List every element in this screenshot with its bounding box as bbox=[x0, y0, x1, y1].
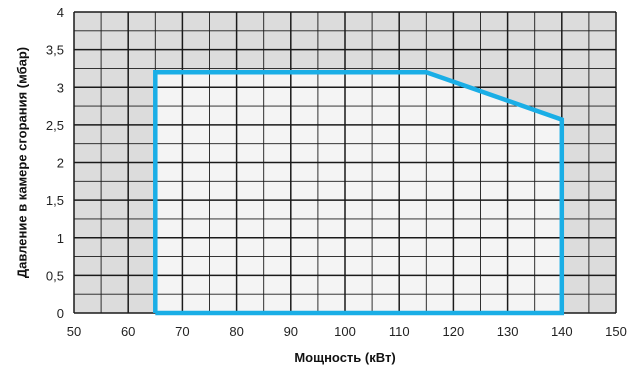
y-tick-label: 3,5 bbox=[46, 43, 64, 58]
x-tick-label: 60 bbox=[121, 324, 135, 339]
x-tick-label: 90 bbox=[284, 324, 298, 339]
x-axis-title: Мощность (кВт) bbox=[294, 350, 395, 365]
y-axis-title: Давление в камере сгорания (мбар) bbox=[15, 47, 30, 278]
y-tick-label: 2 bbox=[57, 156, 64, 171]
series-line-layer bbox=[153, 69, 565, 316]
y-tick-label: 0,5 bbox=[46, 268, 64, 283]
working-field-layer bbox=[155, 72, 562, 313]
y-axis-tick-labels: 0 0,5 1 1,5 2 2,5 3 3,5 4 bbox=[46, 5, 64, 321]
working-field-outline bbox=[153, 69, 565, 316]
x-tick-label: 70 bbox=[175, 324, 189, 339]
x-tick-label: 130 bbox=[497, 324, 519, 339]
x-tick-label: 140 bbox=[551, 324, 573, 339]
x-tick-label: 120 bbox=[443, 324, 465, 339]
y-tick-label: 4 bbox=[57, 5, 64, 20]
y-tick-label: 1 bbox=[57, 231, 64, 246]
working-field-area bbox=[155, 72, 562, 313]
x-tick-label: 150 bbox=[605, 324, 627, 339]
x-tick-label: 110 bbox=[389, 324, 410, 339]
x-tick-label: 80 bbox=[229, 324, 243, 339]
y-tick-label: 1,5 bbox=[46, 193, 64, 208]
x-axis-tick-labels: 50 60 70 80 90 100 110 120 130 140 150 bbox=[67, 324, 627, 339]
y-tick-label: 3 bbox=[57, 80, 64, 95]
x-tick-label: 50 bbox=[67, 324, 81, 339]
x-tick-label: 100 bbox=[334, 324, 356, 339]
y-tick-label: 2,5 bbox=[46, 118, 64, 133]
y-tick-label: 0 bbox=[57, 306, 64, 321]
